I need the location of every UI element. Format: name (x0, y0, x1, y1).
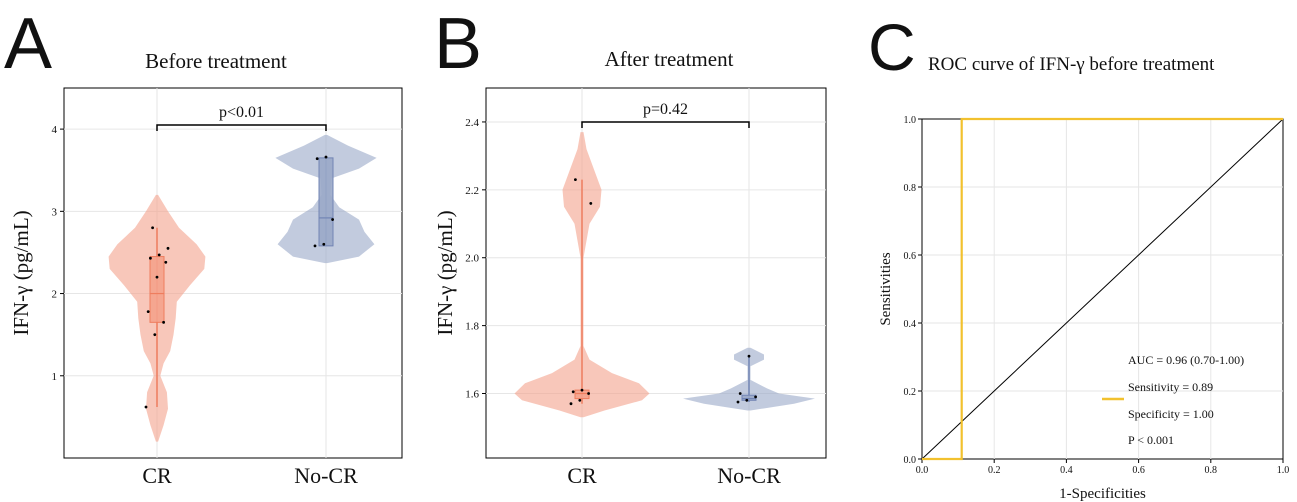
y-tick-label: 0.2 (904, 387, 917, 398)
roc-chart: 0.0 0.2 0.4 0.6 0.8 1.0 0.0 0.2 0.4 0.6 0.8 1.0 AUC … (878, 115, 1289, 502)
y-axis-label: IFN-γ (pg/mL) (9, 210, 33, 335)
y-tick-label: 1 (52, 371, 58, 383)
violin-chart-before: 1 2 3 4 CR No-CR p<0.01 IFN-γ (pg/mL) (9, 87, 403, 488)
data-point (146, 310, 150, 314)
legend-line: Sensitivity = 0.89 (1128, 380, 1213, 394)
significance-bracket (581, 121, 750, 128)
x-tick-label: 0.8 (1205, 465, 1218, 476)
data-point (736, 400, 740, 404)
violin-chart-after: 1.6 1.8 2.0 2.2 2.4 CR No-CR p=0.42 IFN-γ (pg/mL… (433, 87, 827, 488)
x-tick-label: 1.0 (1277, 465, 1290, 476)
data-point (578, 398, 582, 402)
data-point (153, 333, 157, 337)
y-axis-label: IFN-γ (pg/mL) (433, 210, 457, 335)
y-tick-label: 0.8 (904, 183, 917, 194)
data-point (754, 395, 757, 399)
data-point (571, 390, 575, 394)
y-tick-label: 4 (52, 124, 58, 136)
y-tick-label: 0.6 (904, 251, 917, 262)
x-tick-label: No-CR (294, 463, 358, 488)
data-point (587, 392, 590, 395)
data-point (151, 226, 155, 230)
legend-line: Specificity = 1.00 (1128, 407, 1214, 421)
data-point (315, 157, 319, 161)
data-point (747, 354, 751, 358)
legend-line: P < 0.001 (1128, 433, 1174, 447)
legend-line: AUC = 0.96 (0.70-1.00) (1128, 353, 1244, 367)
data-point (322, 242, 326, 246)
y-tick-label: 1.6 (465, 389, 479, 401)
box (741, 394, 757, 401)
data-point (569, 402, 573, 406)
x-tick-label: 0.6 (1132, 465, 1145, 476)
y-tick-label: 1.8 (465, 321, 479, 333)
x-tick-label: CR (142, 463, 172, 488)
panel-title-c: ROC curve of IFN-γ before treatment (928, 54, 1215, 75)
x-tick-label: 0.0 (916, 465, 929, 476)
data-point (157, 253, 161, 257)
data-point (331, 218, 334, 221)
panel-letter-c: C (868, 10, 916, 84)
box (318, 157, 334, 247)
y-tick-label: 2 (52, 289, 58, 301)
y-tick-label: 2.0 (465, 253, 479, 265)
x-tick-label: CR (567, 463, 597, 488)
x-axis-label: 1-Specificities (1059, 486, 1146, 502)
data-point (580, 388, 584, 392)
data-point (144, 405, 148, 409)
data-point (589, 202, 593, 205)
data-point (313, 244, 317, 248)
significance-label: p=0.42 (643, 101, 688, 118)
y-tick-label: 0.0 (904, 455, 917, 466)
significance-bracket (156, 124, 327, 131)
y-tick-label: 1.0 (904, 115, 917, 126)
reference-diagonal (921, 118, 1284, 460)
y-tick-label: 0.4 (904, 319, 917, 330)
x-tick-label: No-CR (717, 463, 781, 488)
x-tick-label: 0.2 (988, 465, 1001, 476)
y-tick-label: 2.2 (465, 185, 479, 197)
data-point (149, 256, 152, 260)
data-point (166, 246, 170, 250)
roc-curve (922, 117, 1283, 461)
y-tick-label: 2.4 (465, 117, 479, 129)
box (149, 256, 165, 323)
data-point (155, 275, 159, 279)
y-tick-label: 3 (52, 206, 58, 218)
panel-title-b: After treatment (605, 47, 734, 71)
data-point (574, 178, 577, 182)
x-tick-label: 0.4 (1060, 465, 1073, 476)
data-point (324, 155, 328, 159)
significance-label: p<0.01 (219, 104, 264, 121)
data-point (738, 392, 742, 395)
y-axis-label: Sensitivities (878, 252, 894, 326)
panel-letter-b: B (434, 4, 482, 84)
panel-letter-a: A (4, 4, 52, 84)
data-point (164, 260, 168, 264)
data-point (162, 320, 166, 324)
data-point (745, 398, 749, 402)
panel-title-a: Before treatment (145, 49, 287, 73)
